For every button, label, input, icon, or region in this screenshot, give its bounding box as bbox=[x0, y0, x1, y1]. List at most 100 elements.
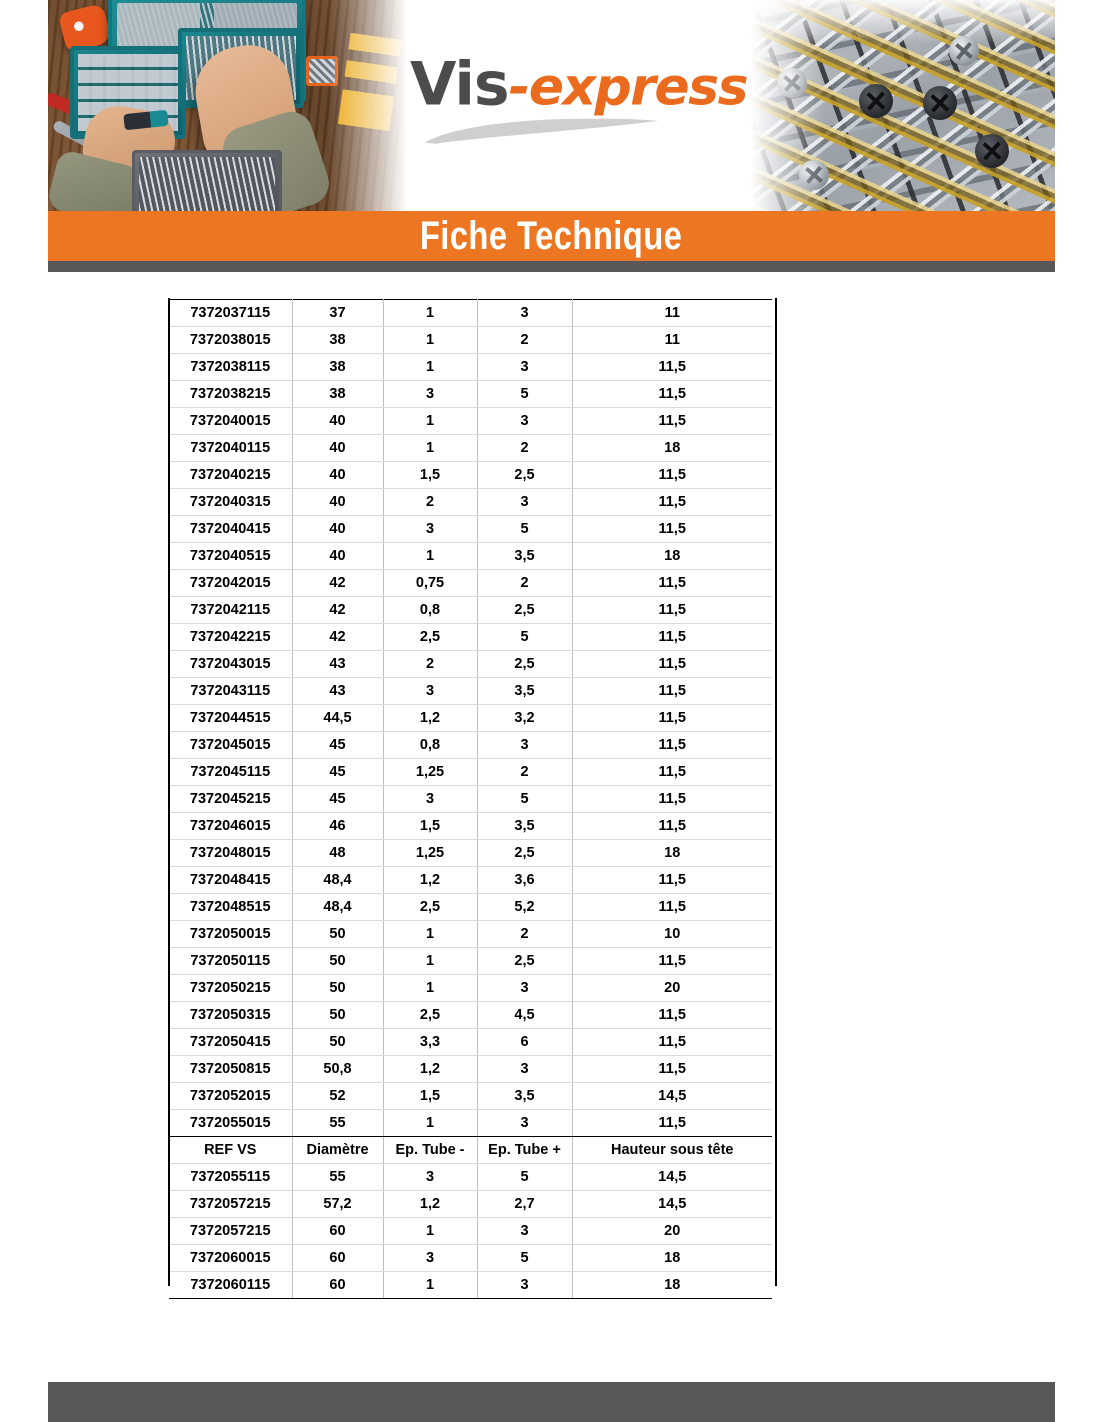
table-row: 7372043015 43 2 2,5 11,5 bbox=[169, 650, 772, 678]
table-cell: 7372037115 bbox=[169, 299, 293, 327]
table-cell: 3,2 bbox=[477, 704, 573, 732]
table-cell: 20 bbox=[572, 974, 772, 1002]
table-cell: 42 bbox=[292, 569, 384, 597]
table-cell: 11,5 bbox=[572, 893, 772, 921]
table-cell: 7372042215 bbox=[169, 623, 293, 651]
table-row: 7372050315 50 2,5 4,5 11,5 bbox=[169, 1001, 772, 1029]
table-cell: 18 bbox=[572, 1244, 772, 1272]
logo-text-vis: Vis bbox=[409, 49, 510, 120]
table-cell: 1 bbox=[383, 299, 478, 327]
table-cell: 42 bbox=[292, 596, 384, 624]
table-row: 7372040215 40 1,5 2,5 11,5 bbox=[169, 461, 772, 489]
table-cell: 1,25 bbox=[383, 758, 478, 786]
photo-left-fade bbox=[328, 0, 420, 211]
table-row: 7372050815 50,8 1,2 3 11,5 bbox=[169, 1055, 772, 1083]
table-cell: 3 bbox=[477, 353, 573, 381]
table-row: 7372048415 48,4 1,2 3,6 11,5 bbox=[169, 866, 772, 894]
table-cell: 0,8 bbox=[383, 731, 478, 759]
table-cell: REF VS bbox=[169, 1136, 293, 1164]
table-cell: 1 bbox=[383, 1217, 478, 1245]
table-cell: 1,5 bbox=[383, 812, 478, 840]
table-row: 7372040415 40 3 5 11,5 bbox=[169, 515, 772, 543]
table-cell: 7372050015 bbox=[169, 920, 293, 948]
table-cell: 3 bbox=[383, 677, 478, 705]
table-row: 7372038015 38 1 2 11 bbox=[169, 326, 772, 354]
table-cell: 11,5 bbox=[572, 758, 772, 786]
logo-swoosh-icon bbox=[423, 118, 658, 144]
table-cell: 11,5 bbox=[572, 380, 772, 408]
table-cell: 40 bbox=[292, 542, 384, 570]
table-row: 7372045215 45 3 5 11,5 bbox=[169, 785, 772, 813]
table-cell: 7372045115 bbox=[169, 758, 293, 786]
table-cell: 3 bbox=[477, 1271, 573, 1299]
table-cell: 43 bbox=[292, 650, 384, 678]
table-cell: 37 bbox=[292, 299, 384, 327]
table-cell: Hauteur sous tête bbox=[572, 1136, 772, 1164]
table-cell: 48,4 bbox=[292, 893, 384, 921]
table-cell: 2 bbox=[477, 326, 573, 354]
table-cell: 7372060115 bbox=[169, 1271, 293, 1299]
table-cell: 11 bbox=[572, 326, 772, 354]
table-row: 7372043115 43 3 3,5 11,5 bbox=[169, 677, 772, 705]
table-cell: 11,5 bbox=[572, 488, 772, 516]
table-row: 7372038215 38 3 5 11,5 bbox=[169, 380, 772, 408]
table-cell: 11,5 bbox=[572, 596, 772, 624]
table-cell: 5,2 bbox=[477, 893, 573, 921]
table-cell: 5 bbox=[477, 380, 573, 408]
table-cell: 1 bbox=[383, 434, 478, 462]
table-cell: 52 bbox=[292, 1082, 384, 1110]
table-cell: 45 bbox=[292, 758, 384, 786]
table-cell: 3,3 bbox=[383, 1028, 478, 1056]
table-cell: Ep. Tube + bbox=[477, 1136, 573, 1164]
table-cell: 5 bbox=[477, 623, 573, 651]
table-header-cell: 11,5 bbox=[572, 1109, 772, 1137]
table-header-cell: 1 bbox=[383, 1109, 478, 1137]
table-cell: 7372048515 bbox=[169, 893, 293, 921]
table-cell: 7372057215 bbox=[169, 1217, 293, 1245]
table-cell: 14,5 bbox=[572, 1190, 772, 1218]
table-row: 7372042215 42 2,5 5 11,5 bbox=[169, 623, 772, 651]
table-cell: 40 bbox=[292, 488, 384, 516]
table-cell: 3 bbox=[477, 1055, 573, 1083]
table-cell: 2,5 bbox=[383, 623, 478, 651]
hands-sorting-screws-photo bbox=[48, 0, 420, 211]
table-cell: 1,2 bbox=[383, 1190, 478, 1218]
table-cell: 18 bbox=[572, 434, 772, 462]
table-cell: 7372050215 bbox=[169, 974, 293, 1002]
table-cell: 4,5 bbox=[477, 1001, 573, 1029]
page-title: Fiche Technique bbox=[420, 214, 683, 258]
table-cell: 42 bbox=[292, 623, 384, 651]
table-cell: 3,5 bbox=[477, 542, 573, 570]
table-cell: 2,5 bbox=[383, 1001, 478, 1029]
table-cell: 50,8 bbox=[292, 1055, 384, 1083]
table-cell: 20 bbox=[572, 1217, 772, 1245]
table-cell: 3 bbox=[383, 785, 478, 813]
table-cell: 2,5 bbox=[477, 839, 573, 867]
table-cell: 11,5 bbox=[572, 731, 772, 759]
table-cell: 18 bbox=[572, 839, 772, 867]
table-row: 7372060115 60 1 3 18 bbox=[169, 1271, 772, 1299]
table-cell: 6 bbox=[477, 1028, 573, 1056]
table-cell: 1 bbox=[383, 353, 478, 381]
table-cell: 2,5 bbox=[477, 596, 573, 624]
table-row: 7372045115 45 1,25 2 11,5 bbox=[169, 758, 772, 786]
table-cell: 1 bbox=[383, 1271, 478, 1299]
table-cell: 0,75 bbox=[383, 569, 478, 597]
table-cell: 7372042115 bbox=[169, 596, 293, 624]
table-cell: 50 bbox=[292, 1001, 384, 1029]
fiche-technique-title-bar: Fiche Technique bbox=[48, 211, 1055, 261]
table-row: 7372040515 40 1 3,5 18 bbox=[169, 542, 772, 570]
table-cell: 3,5 bbox=[477, 812, 573, 840]
table-cell: 1 bbox=[383, 326, 478, 354]
table-row: 7372050015 50 1 2 10 bbox=[169, 920, 772, 948]
table-cell: 18 bbox=[572, 1271, 772, 1299]
table-cell: 2,5 bbox=[477, 461, 573, 489]
table-cell: 7372050415 bbox=[169, 1028, 293, 1056]
table-cell: 2,5 bbox=[383, 893, 478, 921]
table-cell: 1,5 bbox=[383, 461, 478, 489]
banner-top: Vis-express bbox=[48, 0, 1055, 211]
table-row: 7372040115 40 1 2 18 bbox=[169, 434, 772, 462]
table-cell: 2,7 bbox=[477, 1190, 573, 1218]
table-header-cell: 3 bbox=[477, 1109, 573, 1137]
table-cell: 46 bbox=[292, 812, 384, 840]
